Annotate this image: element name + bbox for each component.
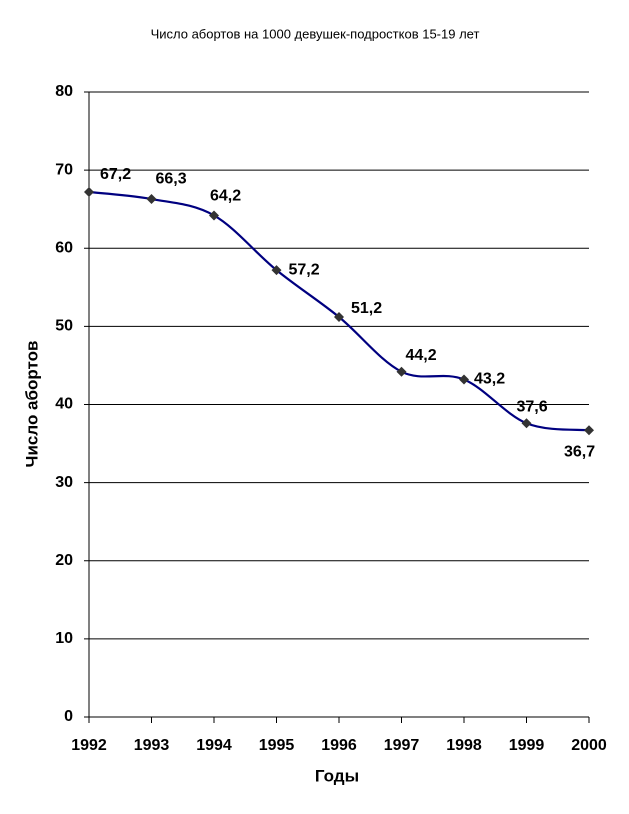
- marker: [459, 374, 469, 385]
- line: [88, 190, 590, 432]
- marker: [334, 312, 344, 322]
- marker: [146, 194, 157, 205]
- x-axis-label: Годы: [315, 766, 359, 785]
- marker: [271, 265, 282, 276]
- x-tick-label: 1995: [259, 737, 295, 754]
- x-tick-label: 1999: [509, 737, 545, 754]
- data-label: 66,3: [156, 170, 187, 187]
- y-tick-label: 40: [55, 396, 73, 413]
- y-tick-label: 20: [55, 552, 73, 569]
- data-label: 67,2: [100, 166, 131, 183]
- y-tick-label: 80: [55, 83, 73, 100]
- y-tick-label: 30: [55, 474, 73, 491]
- x-tick-label: 1996: [321, 737, 357, 754]
- marker: [521, 418, 532, 429]
- data-label: 64,2: [210, 188, 241, 205]
- data-label: 57,2: [289, 261, 320, 278]
- y-tick-label: 10: [55, 630, 73, 647]
- marker: [396, 366, 407, 377]
- y-tick-label: 60: [55, 239, 73, 256]
- y-tick-label: 0: [64, 708, 73, 725]
- data-label: 44,2: [406, 347, 437, 364]
- data-label: 51,2: [351, 300, 382, 317]
- x-tick-label: 1998: [446, 737, 482, 754]
- data-label: 43,2: [474, 371, 505, 388]
- marker: [84, 187, 94, 197]
- chart-title: Число абортов на 1000 девушек-подростков…: [151, 26, 480, 41]
- marker: [584, 425, 594, 436]
- x-tick-label: 1993: [134, 737, 170, 754]
- x-tick-label: 1992: [71, 737, 107, 754]
- data-label: 37,6: [517, 398, 548, 415]
- y-axis-label: Число абортов: [22, 341, 41, 468]
- y-tick-label: 70: [55, 161, 73, 178]
- x-tick-label: 1994: [196, 737, 232, 754]
- y-tick-label: 50: [55, 318, 73, 335]
- x-tick-label: 1997: [384, 737, 420, 754]
- data-label: 36,7: [564, 444, 595, 461]
- x-tick-label: 2000: [571, 737, 607, 754]
- marker: [209, 210, 219, 221]
